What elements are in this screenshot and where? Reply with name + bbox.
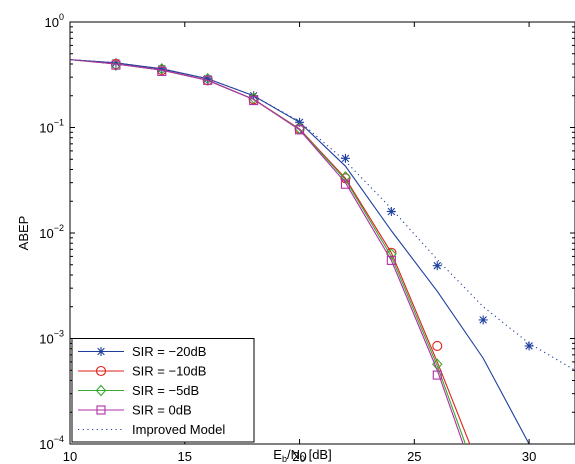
legend-label: SIR = −10dB bbox=[132, 364, 206, 379]
square-marker bbox=[111, 60, 121, 70]
y-tick-label: 10−2 bbox=[39, 223, 64, 241]
legend-label: SIR = 0dB bbox=[132, 403, 192, 418]
y-tick-label: 100 bbox=[45, 12, 64, 30]
star-marker bbox=[478, 315, 488, 325]
square-marker bbox=[249, 96, 259, 106]
diamond-marker bbox=[386, 248, 397, 260]
x-tick-label: 30 bbox=[522, 449, 536, 464]
square-marker bbox=[386, 255, 396, 265]
series-line bbox=[70, 59, 575, 371]
series-layer bbox=[70, 58, 575, 444]
legend-label: Improved Model bbox=[132, 422, 225, 437]
x-tick-label: 20 bbox=[292, 449, 306, 464]
series-4 bbox=[70, 59, 575, 371]
circle-marker bbox=[95, 365, 107, 377]
series-3 bbox=[70, 59, 464, 444]
star-marker bbox=[432, 261, 442, 271]
diamond-marker bbox=[95, 384, 107, 397]
y-tick-label: 10−3 bbox=[39, 329, 64, 347]
circle-marker bbox=[432, 340, 443, 351]
x-axis-label: Eb/N0 [dB] bbox=[273, 447, 331, 464]
star-marker bbox=[340, 153, 350, 163]
legend-label: SIR = −5dB bbox=[132, 383, 199, 398]
x-tick-label: 10 bbox=[63, 449, 77, 464]
diamond-marker bbox=[202, 72, 213, 85]
series-line bbox=[70, 59, 464, 444]
legend: SIR = −20dB SIR = −10dB SIR = −5dB SIR = 0d… bbox=[71, 338, 255, 443]
y-tick-label: 10−4 bbox=[39, 434, 64, 452]
axes-layer: 10 15 20 25 30 10−4 10−3 10−2 10−1 100 bbox=[39, 12, 575, 464]
square-marker bbox=[432, 370, 442, 380]
square-marker bbox=[340, 179, 351, 189]
y-axis-label: ABEP bbox=[16, 216, 31, 251]
star-marker bbox=[96, 347, 106, 356]
y-tick-label: 10−1 bbox=[39, 118, 64, 136]
square-marker bbox=[96, 405, 106, 415]
square-marker bbox=[203, 75, 213, 85]
x-tick-label: 25 bbox=[407, 449, 421, 464]
legend-label: SIR = −20dB bbox=[132, 344, 206, 359]
square-marker bbox=[294, 125, 305, 135]
square-marker bbox=[157, 66, 167, 76]
x-tick-label: 15 bbox=[178, 449, 192, 464]
